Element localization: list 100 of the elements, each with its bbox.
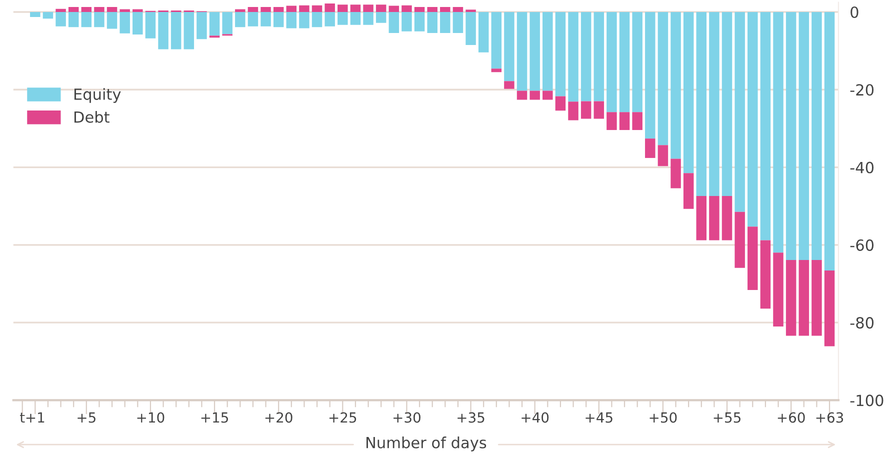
- bar: [683, 12, 694, 174]
- bar: [580, 12, 592, 102]
- bar: [324, 12, 335, 26]
- bar: [440, 6, 450, 12]
- bar: [388, 12, 400, 33]
- bar: [363, 4, 374, 12]
- bar: [312, 5, 322, 12]
- bar: [760, 12, 771, 240]
- bar: [338, 4, 348, 12]
- bar: [530, 12, 540, 91]
- bar: [748, 12, 758, 227]
- bar: [683, 173, 694, 209]
- bar: [299, 12, 310, 28]
- bar: [235, 12, 246, 28]
- y-tick-label: -20: [850, 84, 874, 96]
- bar: [376, 4, 386, 12]
- legend-label: Debt: [74, 111, 110, 123]
- bar: [696, 12, 707, 196]
- bar: [516, 90, 528, 100]
- bar: [619, 12, 630, 112]
- y-tick-label: -80: [850, 317, 874, 329]
- bar: [81, 6, 92, 12]
- bar: [606, 112, 617, 130]
- x-tick-label: +60: [778, 412, 805, 423]
- bar: [94, 6, 104, 12]
- bar: [709, 196, 720, 240]
- bar: [491, 68, 502, 72]
- x-tick-label: +5: [78, 412, 96, 423]
- x-tick-label: +20: [265, 412, 292, 423]
- bar: [30, 12, 40, 18]
- bar: [402, 12, 412, 32]
- bar: [402, 5, 412, 12]
- bar: [338, 12, 348, 25]
- x-tick-label: +30: [394, 412, 420, 423]
- bar: [491, 12, 502, 69]
- bar: [798, 260, 810, 336]
- bar: [452, 12, 464, 33]
- bar: [516, 12, 528, 91]
- bar: [209, 12, 220, 36]
- x-axis-title: Number of days: [366, 436, 486, 452]
- bar: [722, 196, 732, 240]
- bar: [106, 12, 118, 29]
- y-tick-label: -100: [850, 394, 884, 406]
- bar: [670, 158, 681, 188]
- bar: [68, 12, 79, 28]
- bar: [222, 12, 232, 34]
- x-tick-label: +55: [714, 412, 740, 423]
- bar: [709, 12, 720, 196]
- bar: [812, 12, 822, 260]
- bar: [414, 12, 425, 32]
- bar: [773, 12, 784, 253]
- bar: [132, 12, 143, 35]
- bar: [812, 260, 822, 336]
- y-tick-label: 0: [850, 6, 858, 18]
- x-tick-label: +63: [816, 412, 844, 423]
- bar: [824, 270, 835, 346]
- bar: [350, 4, 361, 12]
- bar: [452, 6, 464, 12]
- bar: [786, 260, 796, 336]
- bar: [376, 12, 386, 23]
- bar: [734, 212, 745, 268]
- bar: [273, 12, 284, 28]
- bar: [696, 196, 707, 240]
- bar: [427, 12, 438, 33]
- bar: [312, 12, 322, 28]
- x-tick-label: t: [20, 412, 25, 423]
- bar: [260, 12, 271, 26]
- bar: [722, 12, 732, 196]
- bar: [568, 102, 578, 120]
- bar: [466, 12, 476, 45]
- bar: [120, 9, 130, 12]
- x-tick-label: +50: [650, 412, 677, 423]
- bar: [645, 138, 656, 158]
- bar: [235, 9, 246, 12]
- bar: [568, 12, 578, 102]
- bar: [606, 12, 617, 112]
- bar: [324, 3, 335, 12]
- bar: [427, 6, 438, 12]
- bar: [530, 90, 540, 100]
- bar: [504, 12, 514, 82]
- bar: [286, 12, 297, 28]
- bar: [184, 12, 194, 50]
- bar: [120, 12, 130, 34]
- bar: [248, 6, 258, 12]
- bar: [56, 8, 66, 12]
- bar: [658, 12, 668, 146]
- bar: [440, 12, 450, 33]
- x-tick-label: +45: [586, 412, 612, 423]
- y-tick-label: -40: [850, 162, 874, 174]
- bar: [414, 6, 425, 12]
- legend-label: Equity: [74, 88, 121, 103]
- bar: [81, 12, 92, 28]
- bar: [760, 240, 771, 309]
- bar: [170, 12, 182, 50]
- bar: [632, 112, 642, 130]
- bar: [106, 6, 118, 12]
- bar: [504, 81, 514, 89]
- bar: [478, 12, 489, 52]
- bar: [786, 12, 796, 260]
- bar: [542, 12, 553, 91]
